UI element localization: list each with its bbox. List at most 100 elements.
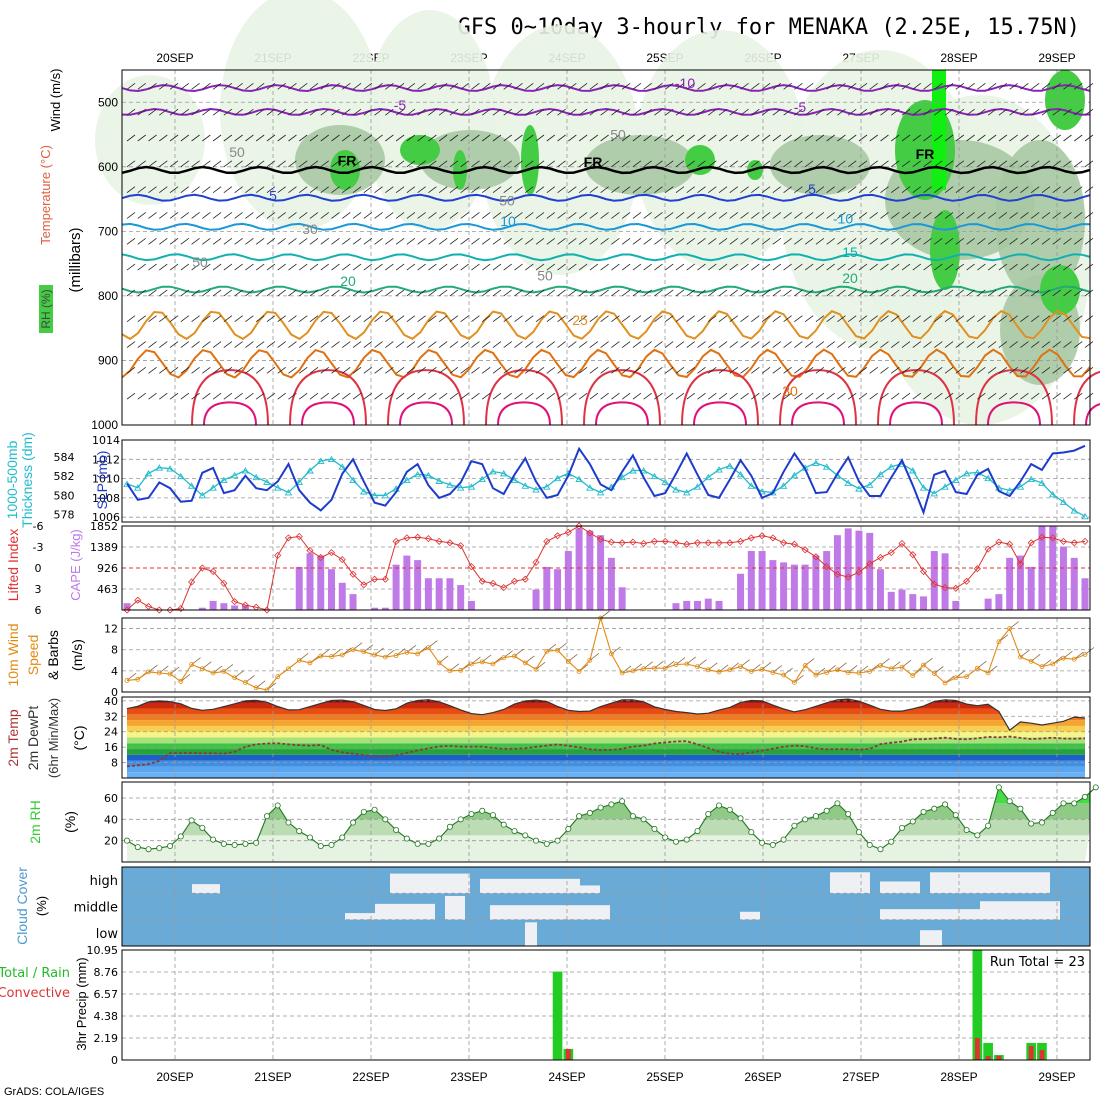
cape-bar — [446, 578, 453, 610]
rh-point — [544, 841, 549, 846]
rh-point — [684, 837, 689, 842]
precip-tick-label: 0 — [111, 1054, 118, 1067]
temp-axis-label-2: 2m DewPt — [25, 706, 41, 771]
rh-point — [824, 808, 829, 813]
rh-point — [942, 802, 947, 807]
rh-point — [512, 828, 517, 833]
rh-point — [232, 842, 237, 847]
cape-bar — [1082, 578, 1089, 610]
cape-bar — [533, 590, 540, 610]
cape-bar — [468, 601, 475, 610]
rh-point — [749, 830, 754, 835]
wind-10m-panel: 0481210m Wind Speed & Barbs (m/s) — [5, 611, 1094, 699]
rh-point — [490, 812, 495, 817]
panel-frame — [122, 950, 1090, 1060]
rh-point — [361, 809, 366, 814]
temperature-axis-label: Temperature (°C) — [38, 145, 53, 245]
rh-point — [135, 844, 140, 849]
li-tick-label: 3 — [35, 583, 42, 596]
cloud-block — [445, 896, 465, 920]
cloud-cover-panel: highmiddlelowCloud Cover (%) — [14, 867, 1090, 946]
rh-shading-high — [1045, 70, 1085, 130]
contour-label: 50 — [610, 127, 626, 143]
rh-point — [738, 816, 743, 821]
rh-point — [372, 807, 377, 812]
temp-band — [122, 743, 1090, 749]
meteogram: GFS 0~10day 3-hourly for MENAKA (2.25E, … — [0, 0, 1100, 1100]
temp-tick-label: 16 — [104, 741, 118, 754]
date-tick-label-top: 29SEP — [1038, 51, 1075, 65]
rh-point — [437, 836, 442, 841]
cape-tick-label: 926 — [97, 562, 118, 575]
cape-bar — [748, 551, 755, 610]
rh-point — [1072, 801, 1077, 806]
temp-tick-label: 8 — [111, 757, 118, 770]
rh-point — [1061, 801, 1066, 806]
temp-band — [122, 761, 1090, 767]
contour-label: 10 — [500, 213, 516, 229]
rh-bands — [122, 782, 1090, 862]
cape-bar — [554, 569, 561, 610]
thickness-tick-label: 578 — [54, 508, 75, 521]
rh-point — [921, 809, 926, 814]
cape-bar — [995, 594, 1002, 610]
rh-band — [122, 835, 1090, 862]
cloud-row-label: middle — [74, 901, 118, 916]
slp-tick-label: 1014 — [92, 434, 120, 447]
rh-point — [630, 814, 635, 819]
temp-band — [122, 714, 1090, 720]
temp-axis-label-4: (°C) — [71, 725, 87, 750]
temp-band — [122, 766, 1090, 772]
precip-convective-label: Convective — [0, 986, 70, 1001]
precip-total-label: Total / Rain — [0, 966, 70, 981]
date-tick-label-bottom: 20SEP — [156, 1070, 193, 1084]
rh-point — [555, 838, 560, 843]
cloud-row-label: high — [90, 874, 118, 889]
contour-label: 50 — [192, 254, 208, 270]
rh-point — [200, 825, 205, 830]
cape-bar — [576, 528, 583, 610]
cloud-axis-unit: (%) — [34, 896, 49, 916]
cape-bar — [909, 594, 916, 610]
cape-tick-label: 1389 — [90, 541, 118, 554]
li-tick-label: 0 — [35, 562, 42, 575]
rh-point — [932, 806, 937, 811]
date-tick-label-bottom: 28SEP — [940, 1070, 977, 1084]
temp-band — [122, 755, 1090, 761]
contour-label: 5 — [808, 181, 816, 197]
cape-bar — [231, 605, 238, 610]
rh-point — [986, 823, 991, 828]
cape-bar — [716, 601, 723, 610]
rh-shading-high — [521, 125, 539, 195]
thickness-tick-label: 580 — [54, 489, 75, 502]
temp-axis-label-3: (6hr Min/Max) — [46, 698, 61, 778]
rh-point — [996, 785, 1001, 790]
rh-point — [964, 827, 969, 832]
rh-shading-high — [930, 210, 960, 290]
cloud-block — [920, 930, 942, 946]
rh-axis-unit: (%) — [62, 811, 78, 833]
precip-convective-bar — [1040, 1050, 1045, 1060]
rh-point — [211, 837, 216, 842]
wind-axis-label-2: Speed — [25, 635, 41, 675]
rh-point — [1029, 821, 1034, 826]
rh-point — [846, 811, 851, 816]
cloud-block — [525, 922, 537, 946]
rh-point — [157, 846, 162, 851]
cloud-block — [980, 901, 1060, 919]
slp-thickness-panel: 10061008101010121014578580582584 SLP (mb)… — [4, 432, 1090, 528]
cape-bar — [339, 583, 346, 610]
precip-convective-bar — [566, 1049, 571, 1060]
cape-bar — [791, 565, 798, 610]
pressure-tick-label: 800 — [98, 289, 118, 303]
rh-point — [124, 838, 129, 843]
cape-bar — [436, 578, 443, 610]
rh-point — [953, 812, 958, 817]
rh-point — [598, 805, 603, 810]
precip-tick-label: 2.19 — [94, 1032, 119, 1045]
cape-bar — [565, 551, 572, 610]
precip-tick-label: 8.76 — [94, 966, 119, 979]
rh-point — [652, 826, 657, 831]
cape-bar — [694, 601, 701, 610]
rh-point — [1093, 785, 1098, 790]
